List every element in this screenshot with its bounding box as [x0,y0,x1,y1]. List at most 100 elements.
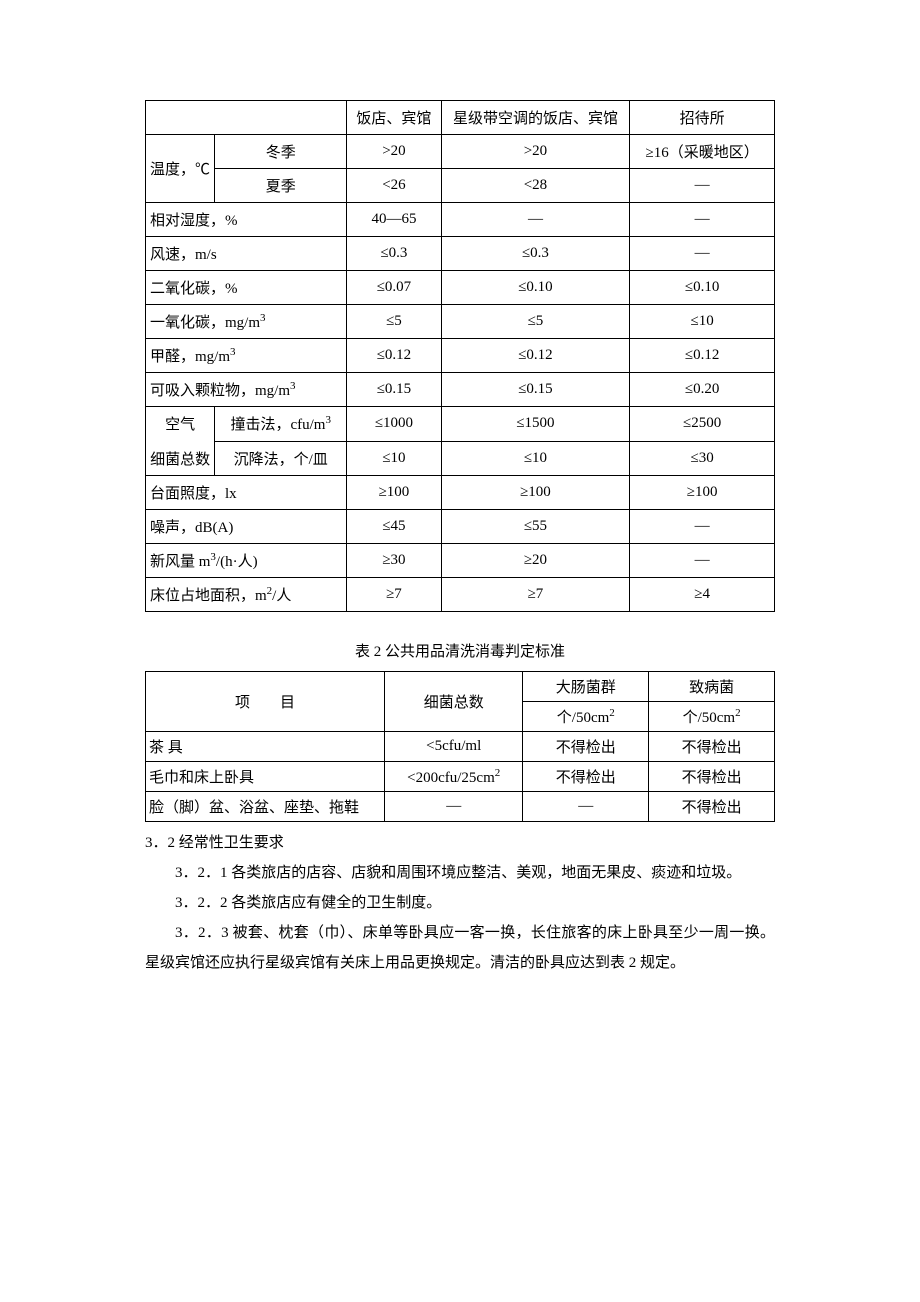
cell: ≥30 [347,544,441,578]
label-text: 甲醛，mg/m [150,349,230,365]
label-tail: /(h·人) [216,554,258,570]
unit-sup: 2 [609,707,615,719]
table2-caption: 表 2 公共用品清洗消毒判定标准 [145,640,775,661]
label-sup: 3 [290,380,296,392]
table-row: 床位占地面积，m2/人 ≥7 ≥7 ≥4 [146,578,775,612]
row-label: 床位占地面积，m2/人 [146,578,347,612]
cell: — [441,203,630,237]
unit-text: 个/50cm [683,710,736,726]
table-row: 毛巾和床上卧具 <200cfu/25cm2 不得检出 不得检出 [146,762,775,792]
cell: 40—65 [347,203,441,237]
row-label-temp: 温度，℃ [146,135,215,203]
header-coliform-top: 大肠菌群 [523,672,649,702]
row-sub-summer: 夏季 [215,169,347,203]
cell: — [385,792,523,822]
row-label: 风速，m/s [146,237,347,271]
cell: ≤0.10 [441,271,630,305]
table-row: 噪声，dB(A) ≤45 ≤55 — [146,510,775,544]
cell: — [630,510,775,544]
row-label: 噪声，dB(A) [146,510,347,544]
cell: ≥16（采暖地区） [630,135,775,169]
label-text: 新风量 m [150,554,210,570]
cell: 不得检出 [649,762,775,792]
cell: ≤0.3 [441,237,630,271]
row-label: 相对湿度，% [146,203,347,237]
row-label: 甲醛，mg/m3 [146,339,347,373]
cell: ≤0.07 [347,271,441,305]
unit-text: 个/50cm [557,710,610,726]
unit-sup: 2 [735,707,741,719]
cell: ≤0.10 [630,271,775,305]
header-pathogen-top: 致病菌 [649,672,775,702]
row-label: 台面照度，lx [146,476,347,510]
cell: ≤1500 [441,407,630,442]
paragraph-3-2-2: 3．2．2 各类旅店应有健全的卫生制度。 [145,888,775,918]
table-row: 空气 细菌总数 撞击法，cfu/m3 ≤1000 ≤1500 ≤2500 [146,407,775,442]
cell: ≤10 [441,441,630,476]
header-item: 项 目 [146,672,385,732]
cell: ≥7 [347,578,441,612]
header-col-5: 招待所 [630,101,775,135]
table-row: 饭店、宾馆 星级带空调的饭店、宾馆 招待所 [146,101,775,135]
row-sub-settle: 沉降法，个/皿 [215,441,347,476]
cell: — [630,237,775,271]
cell: <5cfu/ml [385,732,523,762]
table-row: 项 目 细菌总数 大肠菌群 致病菌 [146,672,775,702]
row-label: 毛巾和床上卧具 [146,762,385,792]
cell: ≤5 [347,305,441,339]
header-col-3: 饭店、宾馆 [347,101,441,135]
label-line-1: 空气 [150,413,210,434]
header-blank [146,101,347,135]
cell: ≥7 [441,578,630,612]
cell: ≤0.12 [630,339,775,373]
row-label: 茶 具 [146,732,385,762]
cell: ≥100 [630,476,775,510]
row-label: 可吸入颗粒物，mg/m3 [146,373,347,407]
cell: ≤0.15 [441,373,630,407]
cell: ≤2500 [630,407,775,442]
standards-table-2: 项 目 细菌总数 大肠菌群 致病菌 个/50cm2 个/50cm2 茶 具 <5… [145,671,775,822]
cell: ≤55 [441,510,630,544]
label-text: 一氧化碳，mg/m [150,315,260,331]
row-label: 新风量 m3/(h·人) [146,544,347,578]
cell: ≤0.3 [347,237,441,271]
label-text: 床位占地面积，m [150,588,267,604]
header-coliform-unit: 个/50cm2 [523,702,649,732]
table-row: 茶 具 <5cfu/ml 不得检出 不得检出 [146,732,775,762]
table-row: 夏季 <26 <28 — [146,169,775,203]
cell: ≤0.15 [347,373,441,407]
cell: ≤10 [347,441,441,476]
cell: ≥20 [441,544,630,578]
header-col-4: 星级带空调的饭店、宾馆 [441,101,630,135]
label-text: 可吸入颗粒物，mg/m [150,383,290,399]
section-heading-3-2: 3．2 经常性卫生要求 [145,828,775,858]
header-pathogen-unit: 个/50cm2 [649,702,775,732]
cell: ≥4 [630,578,775,612]
table-row: 二氧化碳，% ≤0.07 ≤0.10 ≤0.10 [146,271,775,305]
table-row: 相对湿度，% 40—65 — — [146,203,775,237]
cell: ≤30 [630,441,775,476]
cell-sup: 2 [495,767,501,779]
row-label: 脸（脚）盆、浴盆、座垫、拖鞋 [146,792,385,822]
row-label: 二氧化碳，% [146,271,347,305]
cell: — [630,169,775,203]
table-row: 可吸入颗粒物，mg/m3 ≤0.15 ≤0.15 ≤0.20 [146,373,775,407]
cell: <26 [347,169,441,203]
cell: ≤5 [441,305,630,339]
sub-sup: 3 [325,414,331,426]
cell: >20 [441,135,630,169]
table-row: 温度，℃ 冬季 >20 >20 ≥16（采暖地区） [146,135,775,169]
label-sup: 3 [260,312,266,324]
cell: <28 [441,169,630,203]
standards-table-1: 饭店、宾馆 星级带空调的饭店、宾馆 招待所 温度，℃ 冬季 >20 >20 ≥1… [145,100,775,612]
label-tail: /人 [272,588,291,604]
cell: — [630,203,775,237]
table-row: 风速，m/s ≤0.3 ≤0.3 — [146,237,775,271]
cell: ≥100 [347,476,441,510]
cell: ≤0.12 [347,339,441,373]
paragraph-3-2-1: 3．2．1 各类旅店的店容、店貌和周围环境应整洁、美观，地面无果皮、痰迹和垃圾。 [145,858,775,888]
table-row: 脸（脚）盆、浴盆、座垫、拖鞋 — — 不得检出 [146,792,775,822]
document-page: 饭店、宾馆 星级带空调的饭店、宾馆 招待所 温度，℃ 冬季 >20 >20 ≥1… [0,0,920,1302]
table-row: 新风量 m3/(h·人) ≥30 ≥20 — [146,544,775,578]
cell-text: <200cfu/25cm [407,770,495,786]
